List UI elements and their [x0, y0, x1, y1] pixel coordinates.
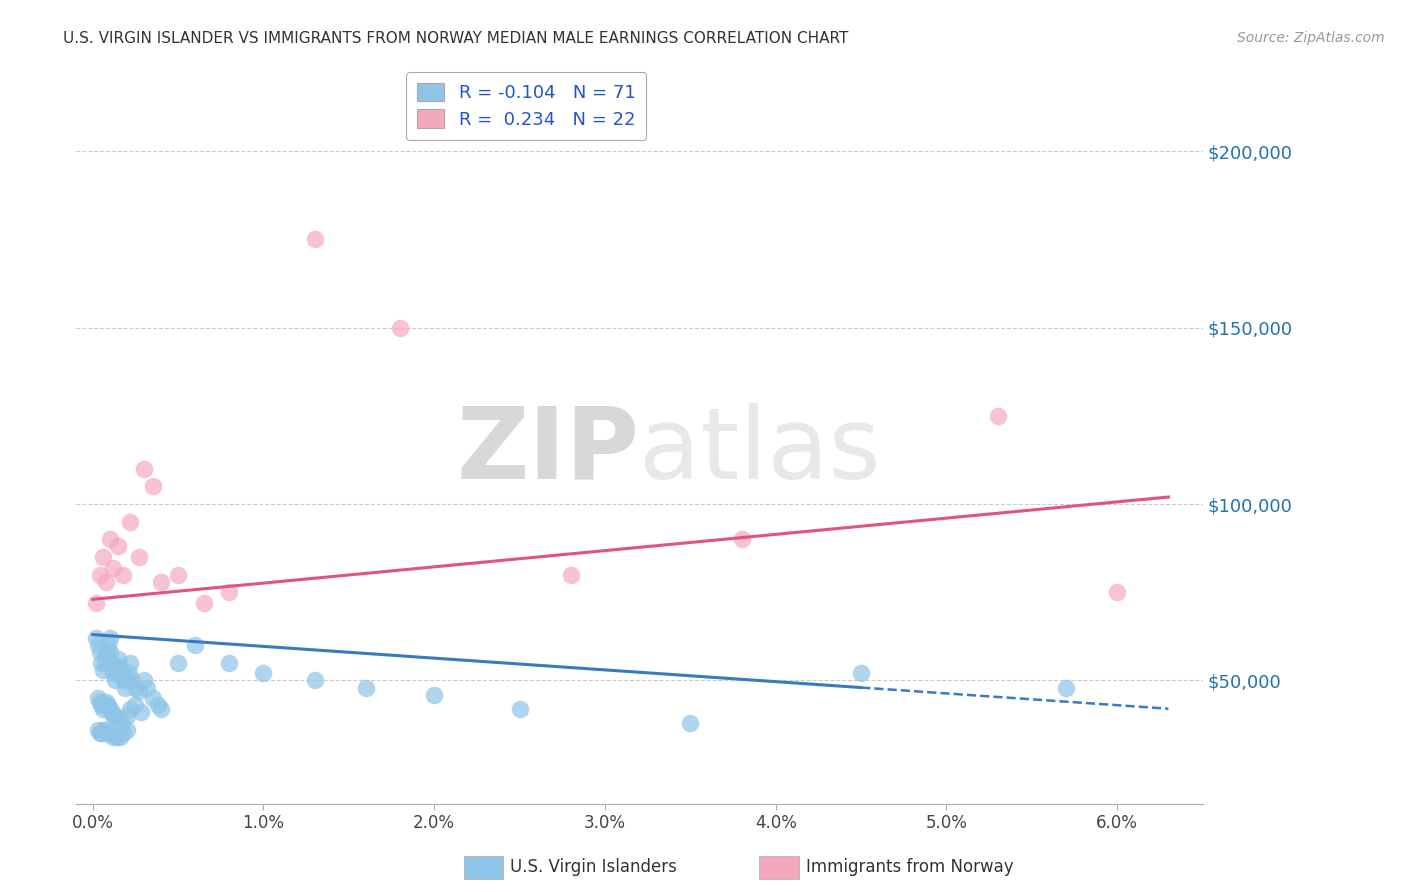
- Point: [141, 479, 163, 493]
- Point: [111, 715, 134, 730]
- Point: [89, 695, 111, 709]
- Point: [108, 730, 131, 744]
- Point: [1107, 585, 1129, 599]
- Point: [730, 533, 752, 547]
- Point: [104, 673, 127, 688]
- Point: [112, 726, 135, 740]
- Point: [423, 688, 446, 702]
- Point: [103, 666, 125, 681]
- Point: [107, 540, 129, 554]
- Point: [89, 645, 111, 659]
- Point: [97, 638, 120, 652]
- Point: [121, 673, 143, 688]
- Point: [124, 681, 146, 695]
- Point: [87, 691, 110, 706]
- Point: [679, 715, 702, 730]
- Point: [115, 708, 138, 723]
- Point: [98, 702, 121, 716]
- Point: [150, 702, 173, 716]
- Point: [128, 549, 150, 564]
- Point: [89, 726, 111, 740]
- Point: [136, 681, 159, 695]
- Point: [107, 652, 129, 666]
- Point: [98, 631, 121, 645]
- Point: [150, 574, 173, 589]
- Point: [105, 663, 128, 677]
- Point: [103, 730, 125, 744]
- Point: [132, 673, 155, 688]
- Legend: R = -0.104   N = 71, R =  0.234   N = 22: R = -0.104 N = 71, R = 0.234 N = 22: [406, 72, 647, 140]
- Point: [117, 666, 139, 681]
- Point: [98, 726, 121, 740]
- Point: [87, 638, 110, 652]
- Point: [103, 708, 125, 723]
- Point: [987, 409, 1010, 423]
- Point: [218, 656, 240, 670]
- Point: [1054, 681, 1077, 695]
- Point: [184, 638, 207, 652]
- Point: [115, 673, 138, 688]
- Text: atlas: atlas: [640, 402, 880, 500]
- Point: [91, 549, 114, 564]
- Point: [354, 681, 377, 695]
- Text: Immigrants from Norway: Immigrants from Norway: [806, 858, 1014, 876]
- Point: [146, 698, 169, 713]
- Point: [98, 645, 121, 659]
- Point: [91, 663, 114, 677]
- Point: [100, 656, 122, 670]
- Point: [120, 702, 142, 716]
- Point: [96, 726, 118, 740]
- Point: [304, 232, 326, 246]
- Point: [112, 567, 135, 582]
- Point: [509, 702, 531, 716]
- Point: [91, 723, 114, 737]
- Text: ZIP: ZIP: [457, 402, 640, 500]
- Point: [90, 656, 112, 670]
- Point: [98, 533, 121, 547]
- Point: [93, 698, 115, 713]
- Point: [93, 723, 115, 737]
- Point: [96, 695, 118, 709]
- Point: [128, 684, 150, 698]
- Point: [103, 560, 125, 574]
- Point: [252, 666, 274, 681]
- Point: [112, 673, 135, 688]
- Point: [111, 666, 134, 681]
- Point: [304, 673, 326, 688]
- Point: [87, 723, 110, 737]
- Point: [114, 681, 136, 695]
- Point: [100, 705, 122, 719]
- Text: U.S. VIRGIN ISLANDER VS IMMIGRANTS FROM NORWAY MEDIAN MALE EARNINGS CORRELATION : U.S. VIRGIN ISLANDER VS IMMIGRANTS FROM …: [63, 31, 849, 46]
- Point: [129, 705, 152, 719]
- Point: [389, 320, 412, 334]
- Point: [90, 726, 112, 740]
- Point: [167, 656, 190, 670]
- Point: [124, 698, 146, 713]
- Point: [120, 515, 142, 529]
- Point: [93, 656, 115, 670]
- Point: [84, 596, 107, 610]
- Point: [218, 585, 240, 599]
- Point: [89, 567, 111, 582]
- Text: U.S. Virgin Islanders: U.S. Virgin Islanders: [510, 858, 678, 876]
- Point: [115, 723, 138, 737]
- Point: [96, 648, 118, 663]
- Point: [96, 574, 118, 589]
- Point: [90, 698, 112, 713]
- Text: Source: ZipAtlas.com: Source: ZipAtlas.com: [1237, 31, 1385, 45]
- Point: [141, 691, 163, 706]
- Point: [97, 698, 120, 713]
- Point: [849, 666, 872, 681]
- Point: [105, 730, 128, 744]
- Point: [104, 708, 127, 723]
- Point: [107, 712, 129, 726]
- Point: [193, 596, 215, 610]
- Point: [84, 631, 107, 645]
- Point: [91, 702, 114, 716]
- Point: [560, 567, 582, 582]
- Point: [167, 567, 190, 582]
- Point: [120, 656, 142, 670]
- Point: [132, 462, 155, 476]
- Point: [108, 659, 131, 673]
